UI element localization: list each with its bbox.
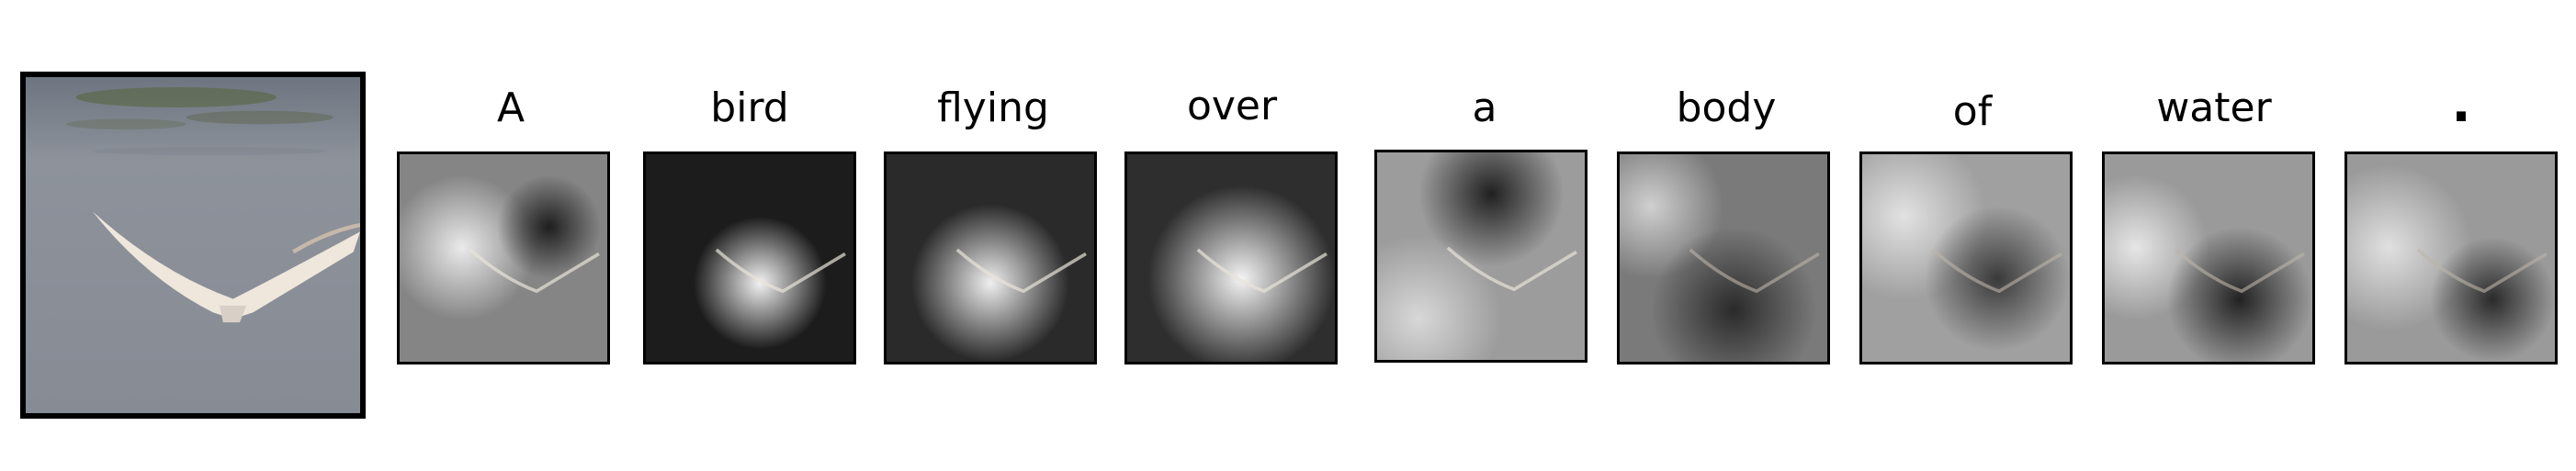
attention-map-panel xyxy=(1859,151,2073,364)
caption-word: bird xyxy=(710,84,789,131)
caption-word: water xyxy=(2156,84,2272,131)
attention-map-panel xyxy=(884,151,1097,364)
caption-word: flying xyxy=(937,84,1049,131)
caption-word: of xyxy=(1952,88,1993,135)
caption-word: over xyxy=(1186,83,1278,129)
caption-word: A xyxy=(496,84,525,131)
caption-word: body xyxy=(1676,84,1777,131)
bird-photo-icon xyxy=(26,77,360,413)
caption-word: a xyxy=(1472,84,1497,131)
attention-map-panel xyxy=(1374,150,1587,363)
attention-map-panel xyxy=(397,151,610,364)
attention-map-panel xyxy=(2102,151,2315,364)
attention-map-panel xyxy=(1617,151,1830,364)
attention-map-panel xyxy=(1124,151,1338,364)
original-photo xyxy=(20,72,366,419)
attention-map-panel xyxy=(2344,151,2558,364)
attention-map-panel xyxy=(643,151,856,364)
caption-word: . xyxy=(2451,74,2471,134)
